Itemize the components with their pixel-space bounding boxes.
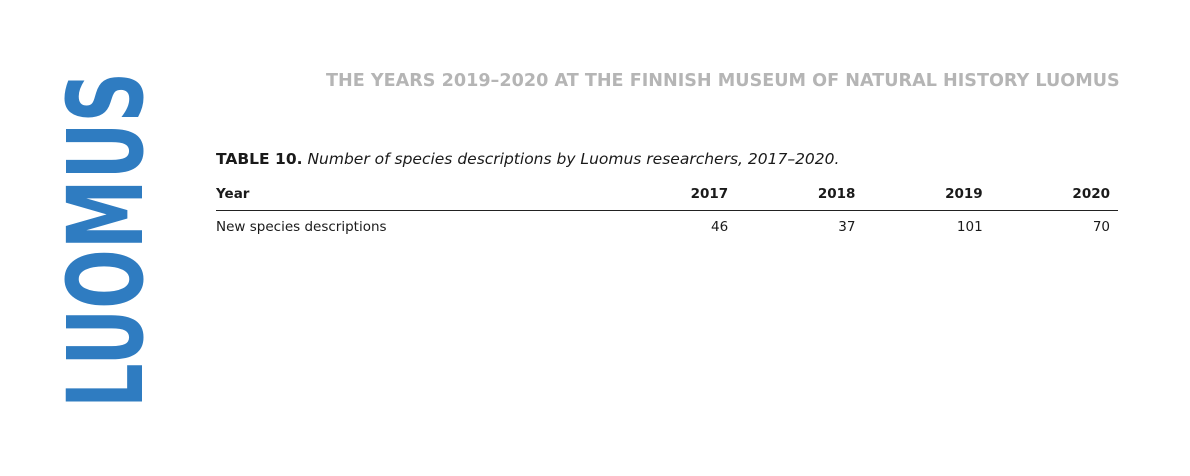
cell-2018: 37 <box>838 219 856 235</box>
table-header: Year 2017 2018 2019 2020 <box>216 184 1118 211</box>
column-header-2017: 2017 <box>608 184 737 211</box>
table-body: New species descriptions 46 37 101 70 <box>216 211 1118 240</box>
luomus-logo-graphic: LUOMUS <box>64 72 150 408</box>
cell-2019: 101 <box>956 219 983 235</box>
luomus-logo-text: LUOMUS <box>64 72 150 408</box>
column-header-2020: 2020 <box>990 184 1118 211</box>
cell-2017: 46 <box>711 219 729 235</box>
cell-2020: 70 <box>1092 219 1110 235</box>
table-row: New species descriptions 46 37 101 70 <box>216 211 1118 240</box>
table-caption-text: Number of species descriptions by Luomus… <box>307 150 840 168</box>
species-descriptions-table: Year 2017 2018 2019 2020 New species des… <box>216 184 1118 239</box>
column-header-year: Year <box>216 184 609 211</box>
table-caption: TABLE 10. Number of species descriptions… <box>216 150 839 168</box>
column-header-2018: 2018 <box>736 184 864 211</box>
row-label: New species descriptions <box>216 219 387 235</box>
column-header-2019: 2019 <box>863 184 991 211</box>
table-header-row: Year 2017 2018 2019 2020 <box>216 184 1118 211</box>
luomus-logo: LUOMUS <box>64 72 150 408</box>
table-caption-label: TABLE 10. <box>216 150 303 168</box>
page-header-title: THE YEARS 2019–2020 AT THE FINNISH MUSEU… <box>326 71 1120 91</box>
